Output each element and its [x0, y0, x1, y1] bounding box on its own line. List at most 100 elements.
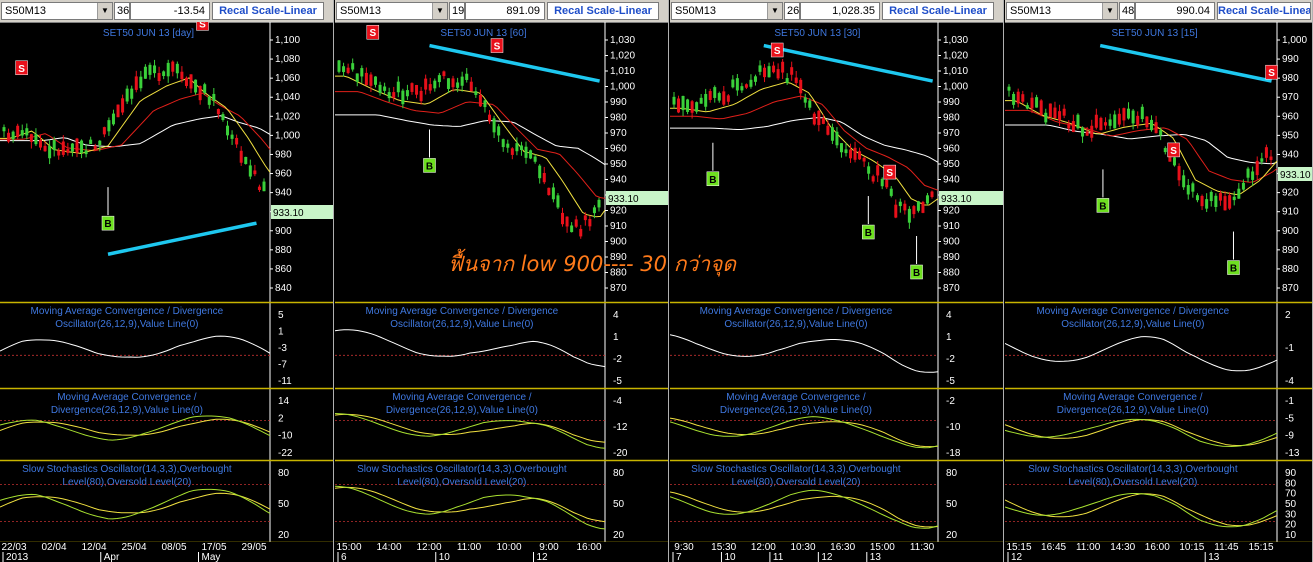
symbol-value: S50M13	[340, 5, 381, 17]
chart-canvas[interactable]: SET50 JUN 13 [15] 1,000 990 980 970 960 950 940…	[1005, 22, 1313, 562]
price-candle	[758, 60, 762, 76]
price-candle	[681, 95, 685, 116]
price-candle	[849, 143, 853, 163]
price-axis-label: 920	[610, 206, 627, 217]
period-axis-label: May	[202, 552, 221, 562]
price-candle	[1214, 193, 1218, 212]
moving-average-line	[0, 92, 271, 152]
macd-divergence-title: Divergence(26,12,9),Value Line(0)	[386, 405, 538, 416]
price-candle	[717, 91, 721, 103]
chart-panel[interactable]: S50M13 ▼ 48 990.04 Recal Scale-Linear SET50 J…	[1005, 0, 1313, 562]
price-candle	[708, 88, 712, 103]
period-axis-label: 2013	[6, 552, 29, 562]
chart-canvas[interactable]: SET50 JUN 13 [60] 1,030 1,020 1,010 1,000 990…	[335, 22, 669, 562]
price-candle	[903, 200, 907, 215]
chart-panel[interactable]: S50M13 ▼ 26 1,028.35 Recal Scale-Linear SET50…	[670, 0, 1004, 562]
price-candle	[216, 108, 220, 119]
slow-stochastics-title: Level(80),Oversold Level(20)	[731, 477, 860, 488]
macd-oscillator-axis-label: 5	[278, 310, 284, 321]
price-candle	[830, 123, 834, 145]
price-candle	[916, 200, 920, 213]
price-candle	[1085, 126, 1089, 136]
symbol-select[interactable]: S50M13 ▼	[336, 2, 448, 20]
macd-divergence-axis-label: -10	[278, 431, 293, 442]
slow-stochastics-title: Level(80),Oversold Level(20)	[397, 477, 526, 488]
price-axis-label: 1,010	[610, 66, 635, 77]
bar-count-field[interactable]: 36	[114, 2, 130, 20]
price-candle	[351, 58, 355, 72]
price-candle	[75, 137, 79, 158]
svg-text:S: S	[369, 28, 376, 39]
macd-divergence-axis-label: 14	[278, 396, 290, 407]
chart-panel[interactable]: S50M13 ▼ 36 -13.54 Recal Scale-Linear SET50 J…	[0, 0, 334, 562]
recal-scale-button[interactable]: Recal Scale-Linear	[547, 2, 659, 20]
price-candle	[744, 83, 748, 90]
price-candle	[799, 78, 803, 100]
price-axis-label: 960	[1282, 111, 1299, 122]
time-axis-label: 16:00	[576, 542, 601, 553]
price-candle	[383, 82, 387, 95]
bar-count-field[interactable]: 26	[784, 2, 800, 20]
price-axis-label: 980	[943, 113, 960, 124]
price-candle	[148, 62, 152, 80]
price-candle	[597, 197, 601, 212]
price-candle	[524, 141, 528, 164]
bar-count-field[interactable]: 19	[449, 2, 465, 20]
price-candle	[203, 82, 207, 95]
svg-text:S: S	[18, 64, 25, 75]
macd-divergence-title: Moving Average Convergence /	[392, 392, 532, 403]
symbol-value: S50M13	[675, 5, 716, 17]
chevron-down-icon[interactable]: ▼	[767, 3, 782, 19]
macd-oscillator-title: Moving Average Convergence / Divergence	[1036, 306, 1229, 317]
slow-stochastics-axis-label: 80	[613, 468, 625, 479]
price-axis-label: 960	[610, 144, 627, 155]
slow-stochastics-line	[0, 492, 271, 514]
price-candle	[428, 77, 432, 94]
slow-stochastics-axis-label: 90	[1285, 468, 1297, 479]
macd-oscillator-axis-label: -2	[946, 354, 955, 365]
price-candle	[781, 59, 785, 79]
annotation-text: ฟื้นจาก low 900---- 30 กว่าจุด	[448, 252, 736, 276]
time-axis-label: 12:00	[751, 542, 776, 553]
price-candle	[547, 187, 551, 196]
chart-canvas[interactable]: SET50 JUN 13 [day] 1,100 1,080 1,060 1,040 1,…	[0, 22, 334, 562]
price-candle	[1048, 103, 1052, 118]
chevron-down-icon[interactable]: ▼	[97, 3, 112, 19]
bar-count-field[interactable]: 48	[1119, 2, 1135, 20]
chevron-down-icon[interactable]: ▼	[1102, 3, 1117, 19]
price-candle	[451, 75, 455, 92]
slow-stochastics-axis-label: 10	[1285, 530, 1297, 541]
svg-text:S: S	[494, 42, 501, 53]
price-candle	[565, 216, 569, 233]
recal-scale-button[interactable]: Recal Scale-Linear	[882, 2, 994, 20]
period-axis-label: 7	[676, 552, 682, 562]
price-candle	[460, 71, 464, 92]
price-candle	[1021, 90, 1025, 105]
time-axis-label: 16:45	[1041, 542, 1066, 553]
recal-scale-button[interactable]: Recal Scale-Linear	[212, 2, 324, 20]
buy-signal-marker: B	[706, 171, 720, 187]
chart-canvas[interactable]: SET50 JUN 13 [30] 1,030 1,020 1,010 1,000 990…	[670, 22, 1004, 562]
recal-scale-button[interactable]: Recal Scale-Linear	[1217, 2, 1311, 20]
macd-divergence-axis-label: 2	[278, 413, 284, 424]
symbol-select[interactable]: S50M13 ▼	[671, 2, 783, 20]
price-candle	[369, 72, 373, 93]
price-axis-label: 880	[943, 268, 960, 279]
time-axis-label: 15:15	[1006, 542, 1031, 553]
last-price-tag: 933.10	[1278, 167, 1312, 181]
symbol-select[interactable]: S50M13 ▼	[1006, 2, 1118, 20]
macd-oscillator-axis-label: 1	[613, 332, 619, 343]
symbol-select[interactable]: S50M13 ▼	[1, 2, 113, 20]
price-axis-label: 1,020	[943, 51, 968, 62]
price-candle	[102, 126, 106, 138]
price-candle	[1241, 179, 1245, 191]
price-axis-label: 900	[1282, 226, 1299, 237]
price-candle	[583, 212, 587, 226]
chart-title: SET50 JUN 13 [15]	[1112, 28, 1198, 39]
chart-panel[interactable]: S50M13 ▼ 19 891.09 Recal Scale-Linear SET50 J…	[335, 0, 669, 562]
sell-signal-marker: S	[15, 60, 28, 76]
price-candle	[1053, 101, 1057, 119]
macd-oscillator-line	[335, 329, 606, 368]
price-candle	[419, 86, 423, 105]
chevron-down-icon[interactable]: ▼	[432, 3, 447, 19]
